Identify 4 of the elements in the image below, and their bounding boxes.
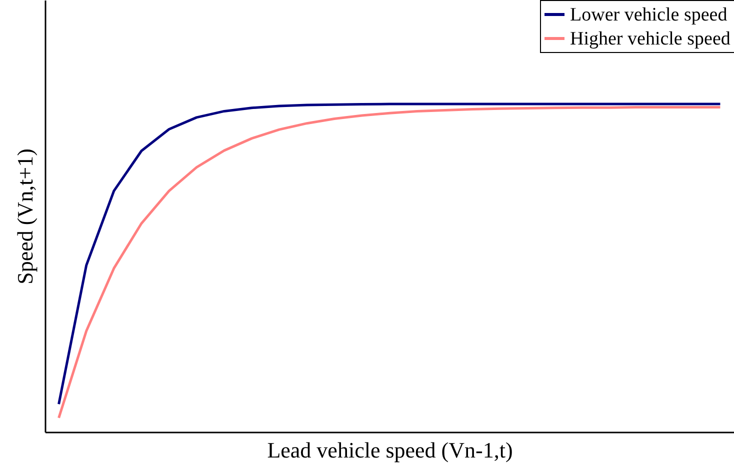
legend-label: Higher vehicle speed (570, 28, 731, 50)
x-axis-title: Lead vehicle speed (Vn-1,t) (267, 438, 513, 462)
y-axis-title: Speed (Vn,t+1) (12, 148, 38, 284)
legend-label: Lower vehicle speed (570, 4, 728, 26)
